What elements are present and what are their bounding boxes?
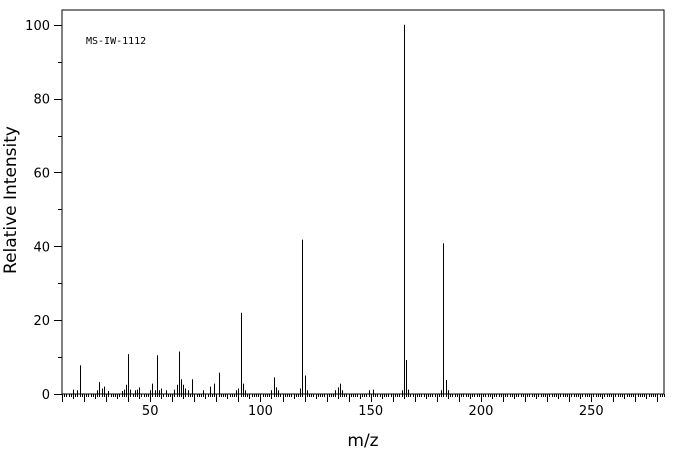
x-tick-label: 100 <box>248 404 273 419</box>
y-tick-label: 60 <box>33 166 50 181</box>
x-axis-title: m/z <box>347 431 378 451</box>
y-tick-label: 40 <box>33 240 50 255</box>
y-tick-label: 20 <box>33 314 50 329</box>
x-axis: 50 100 150 200 250 <box>62 394 665 419</box>
x-tick-label: 250 <box>579 404 604 419</box>
plot-frame <box>61 9 665 395</box>
y-tick-label: 80 <box>33 93 50 108</box>
y-tick-label: 0 <box>42 388 50 403</box>
y-axis: 0 20 40 60 80 100 <box>25 19 62 403</box>
peaks-group <box>73 24 449 394</box>
x-tick-label: 50 <box>142 404 159 419</box>
x-tick-label: 200 <box>469 404 494 419</box>
y-axis-title: Relative Intensity <box>1 126 21 274</box>
x-tick-label: 150 <box>358 404 383 419</box>
spectrum-annotation: MS-IW-1112 <box>86 36 146 47</box>
y-tick-label: 100 <box>25 19 50 34</box>
